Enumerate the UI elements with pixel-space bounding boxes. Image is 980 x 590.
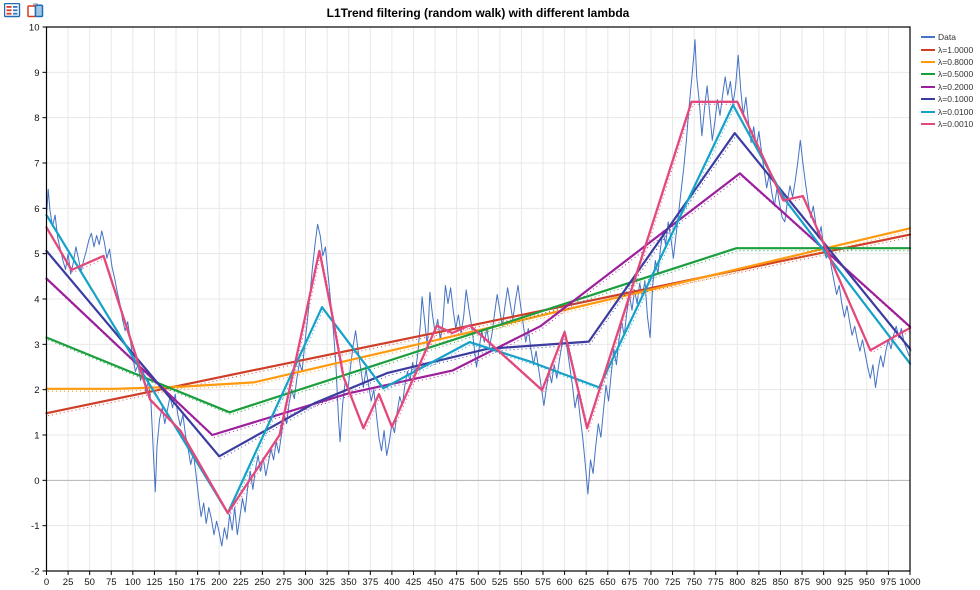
y-tick-label: 8	[34, 113, 39, 124]
x-tick-label: 900	[816, 577, 832, 588]
legend-item: λ=0.0100	[921, 105, 973, 117]
x-tick-label: 850	[773, 577, 789, 588]
y-tick-label: -1	[31, 521, 39, 532]
x-tick-label: 875	[794, 577, 810, 588]
series-markers-1	[47, 236, 912, 417]
x-tick-label: 925	[837, 577, 853, 588]
legend-line-swatch	[921, 36, 935, 39]
legend-item: λ=0.8000	[921, 56, 973, 68]
legend-item: Data	[921, 31, 973, 43]
y-tick-label: 0	[34, 476, 39, 487]
legend: Data λ=1.0000 λ=0.8000 λ=0.5000 λ=0.2000 λ=0.…	[921, 31, 973, 130]
x-tick-label: 100	[125, 577, 141, 588]
x-tick-label: 0	[44, 577, 49, 588]
series-markers-5	[47, 134, 912, 460]
x-tick-label: 550	[513, 577, 529, 588]
legend-line-swatch	[921, 110, 935, 113]
x-tick-label: 500	[470, 577, 486, 588]
x-tick-label: 200	[211, 577, 227, 588]
legend-item: λ=0.1000	[921, 93, 973, 105]
x-tick-label: 75	[106, 577, 117, 588]
series-line-2	[45, 227, 912, 390]
x-tick-label: 400	[384, 577, 400, 588]
series-markers-4	[47, 175, 912, 439]
legend-item: λ=0.2000	[921, 81, 973, 93]
x-tick-label: 175	[190, 577, 206, 588]
series-markers-3	[47, 250, 912, 416]
x-tick-label: 350	[341, 577, 357, 588]
series-line-4	[45, 172, 912, 437]
x-tick-label: 275	[276, 577, 292, 588]
legend-item: λ=0.0010	[921, 118, 973, 130]
legend-line-swatch	[921, 98, 935, 101]
series-line-5	[45, 132, 912, 458]
copy-icon	[27, 3, 44, 18]
series-markers-7	[47, 103, 912, 517]
x-tick-label: 725	[665, 577, 681, 588]
legend-item: λ=1.0000	[921, 43, 973, 55]
y-tick-label: 9	[34, 68, 39, 79]
toolbar	[4, 3, 44, 18]
y-tick-label: 10	[29, 23, 40, 34]
x-tick-label: 300	[298, 577, 314, 588]
legend-label: λ=0.2000	[938, 81, 974, 92]
x-tick-label: 700	[643, 577, 659, 588]
series-line-7	[45, 100, 912, 515]
legend-label: λ=0.0010	[938, 118, 974, 129]
x-tick-label: 750	[686, 577, 702, 588]
series-line-1	[45, 233, 912, 415]
legend-label: Data	[938, 32, 956, 43]
x-tick-label: 800	[729, 577, 745, 588]
x-tick-label: 150	[168, 577, 184, 588]
x-tick-label: 450	[427, 577, 443, 588]
legend-label: λ=1.0000	[938, 44, 974, 55]
series-markers-6	[47, 106, 912, 517]
table-icon	[4, 3, 21, 18]
legend-line-swatch	[921, 48, 935, 51]
x-tick-label: 575	[535, 577, 551, 588]
legend-label: λ=0.1000	[938, 94, 974, 105]
y-tick-label: 7	[34, 159, 39, 170]
y-tick-label: 1	[34, 431, 39, 442]
chart-title: L1Trend filtering (random walk) with dif…	[326, 6, 630, 20]
series-markers-2	[48, 230, 912, 392]
y-tick-label: 3	[34, 340, 39, 351]
x-tick-label: 225	[233, 577, 249, 588]
x-tick-label: 25	[63, 577, 74, 588]
x-tick-label: 625	[578, 577, 594, 588]
x-tick-label: 950	[859, 577, 875, 588]
legend-label: λ=0.0100	[938, 106, 974, 117]
y-tick-label: 4	[34, 295, 39, 306]
legend-line-swatch	[921, 73, 935, 76]
x-tick-label: 1000	[899, 577, 920, 588]
x-tick-label: 325	[319, 577, 335, 588]
y-tick-label: 2	[34, 385, 39, 396]
x-tick-label: 825	[751, 577, 767, 588]
x-tick-label: 375	[362, 577, 378, 588]
legend-label: λ=0.5000	[938, 69, 974, 80]
legend-line-swatch	[921, 122, 935, 125]
x-tick-label: 475	[449, 577, 465, 588]
x-tick-label: 525	[492, 577, 508, 588]
legend-line-swatch	[921, 85, 935, 88]
copy-chart-button[interactable]	[27, 3, 44, 18]
x-tick-label: 650	[600, 577, 616, 588]
legend-line-swatch	[921, 60, 935, 63]
x-tick-label: 775	[708, 577, 724, 588]
legend-item: λ=0.5000	[921, 68, 973, 80]
x-tick-label: 125	[147, 577, 163, 588]
show-data-table-button[interactable]	[4, 3, 21, 18]
x-tick-label: 600	[557, 577, 573, 588]
x-tick-label: 250	[254, 577, 270, 588]
legend-label: λ=0.8000	[938, 56, 974, 67]
x-tick-label: 975	[880, 577, 896, 588]
x-tick-label: 50	[84, 577, 95, 588]
x-tick-label: 425	[406, 577, 422, 588]
x-tick-label: 675	[621, 577, 637, 588]
y-tick-label: 5	[34, 249, 39, 260]
y-tick-label: 6	[34, 204, 39, 215]
y-tick-label: -2	[31, 567, 39, 578]
